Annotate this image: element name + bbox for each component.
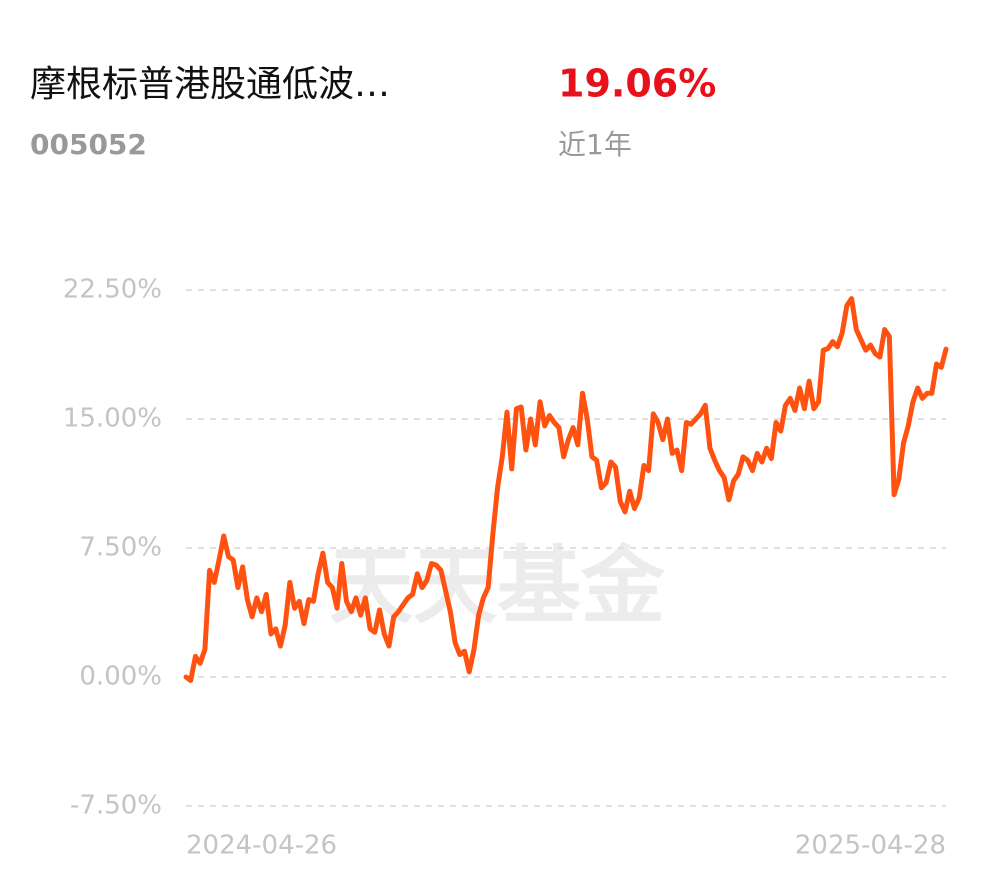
return-period: 近1年: [558, 128, 632, 161]
y-tick-label: 0.00%: [79, 662, 162, 692]
fund-code: 005052: [30, 128, 147, 161]
y-tick-label: -7.50%: [70, 791, 162, 821]
y-tick-label: 7.50%: [79, 533, 162, 563]
fund-return: 19.06%: [558, 62, 716, 106]
x-tick-label: 2024-04-26: [186, 831, 337, 861]
y-tick-label: 22.50%: [63, 275, 162, 305]
x-tick-label: 2025-04-28: [795, 831, 946, 861]
fund-title: 摩根标普港股通低波…: [30, 64, 390, 105]
watermark: 天天基金: [329, 537, 666, 635]
y-tick-label: 15.00%: [63, 404, 162, 434]
fund-line: [183, 296, 949, 683]
